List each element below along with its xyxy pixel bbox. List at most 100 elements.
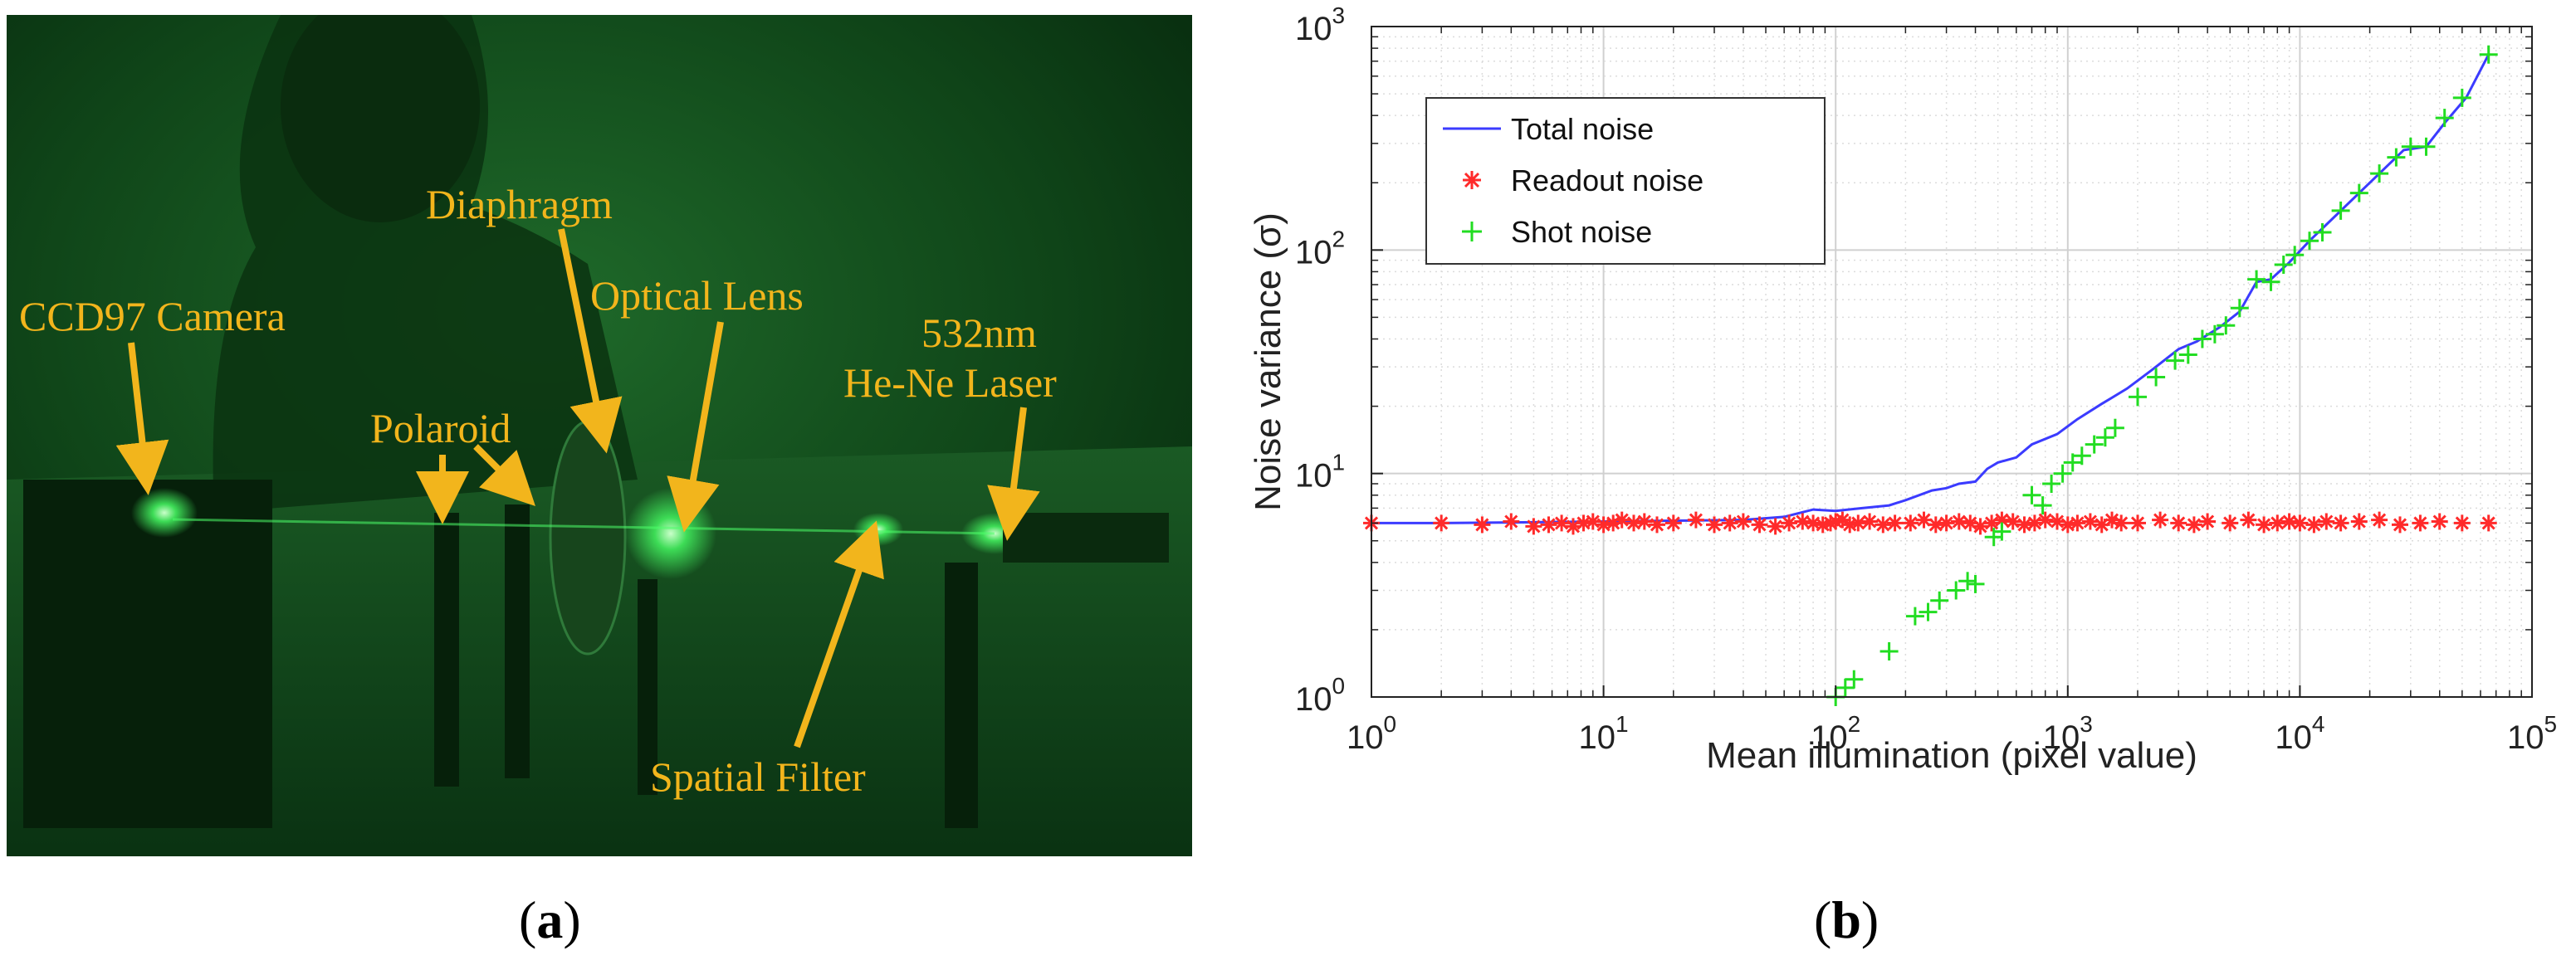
caption-a: (a) bbox=[519, 890, 581, 949]
data-point-shot-noise bbox=[2205, 324, 2224, 344]
x-tick-exponent: 4 bbox=[2312, 711, 2325, 737]
label-laser-type: He-Ne Laser bbox=[843, 359, 1057, 406]
data-point-readout-noise bbox=[2256, 516, 2273, 534]
polaroid-mount-2 bbox=[505, 504, 530, 778]
data-point-readout-noise bbox=[2240, 511, 2257, 529]
data-point-readout-noise bbox=[1781, 514, 1798, 532]
data-point-readout-noise bbox=[1625, 514, 1642, 532]
label-optical-lens: Optical Lens bbox=[590, 272, 804, 319]
data-point-shot-noise bbox=[2247, 270, 2266, 289]
data-point-readout-noise bbox=[2318, 513, 2335, 530]
arrow-polaroid-2 bbox=[473, 444, 535, 506]
data-point-shot-noise bbox=[2417, 137, 2436, 156]
data-point-shot-noise bbox=[2349, 183, 2368, 202]
data-point-readout-noise bbox=[1993, 511, 2011, 529]
series-layer bbox=[1363, 45, 2498, 706]
data-point-readout-noise bbox=[2222, 514, 2239, 532]
data-point-readout-noise bbox=[2113, 514, 2130, 532]
label-spatial-filter: Spatial Filter bbox=[650, 753, 866, 800]
data-point-readout-noise bbox=[2412, 514, 2429, 532]
optical-lens-glow bbox=[625, 488, 716, 579]
data-point-shot-noise bbox=[2166, 351, 2185, 370]
arrow-optical-lens bbox=[667, 321, 724, 533]
y-tick-exponent: 2 bbox=[1332, 226, 1345, 251]
data-point-readout-noise bbox=[2332, 514, 2349, 532]
data-point-shot-noise bbox=[2331, 201, 2350, 220]
data-point-shot-noise bbox=[1835, 678, 1855, 697]
legend-label-total-noise: Total noise bbox=[1511, 112, 1654, 146]
legend-swatch-readout-noise bbox=[1463, 171, 1481, 189]
label-diaphragm: Diaphragm bbox=[426, 181, 613, 227]
x-tick-label: 105 bbox=[2507, 711, 2557, 756]
legend-label-shot-noise: Shot noise bbox=[1511, 215, 1652, 249]
data-point-readout-noise bbox=[1875, 516, 1892, 534]
data-point-shot-noise bbox=[1919, 602, 1938, 621]
y-tick-label: 103 bbox=[1295, 2, 1345, 47]
x-tick-label: 104 bbox=[2275, 711, 2324, 756]
data-point-shot-noise bbox=[2401, 137, 2420, 156]
data-point-shot-noise bbox=[2217, 316, 2236, 335]
data-point-readout-noise bbox=[1767, 518, 1784, 535]
ccd-camera-body bbox=[23, 480, 272, 828]
arrow-spatial-filter bbox=[794, 520, 884, 748]
data-point-readout-noise bbox=[2199, 513, 2217, 530]
data-point-shot-noise bbox=[1992, 522, 2011, 541]
x-tick-exponent: 0 bbox=[1383, 711, 1396, 737]
data-point-readout-noise bbox=[2185, 516, 2202, 534]
data-point-readout-noise bbox=[2269, 514, 2286, 532]
data-point-shot-noise bbox=[2063, 453, 2082, 472]
y-tick-label: 102 bbox=[1295, 226, 1345, 270]
optical-table bbox=[7, 446, 1192, 856]
y-axis-label: Noise variance (σ) bbox=[1248, 212, 1288, 511]
legend-box bbox=[1425, 97, 1826, 265]
data-point-readout-noise bbox=[1794, 513, 1811, 530]
data-point-readout-noise bbox=[2280, 513, 2298, 530]
diaphragm-plate bbox=[549, 420, 627, 656]
data-point-readout-noise bbox=[1721, 514, 1738, 532]
data-point-shot-noise bbox=[2147, 368, 2166, 387]
data-point-shot-noise bbox=[2053, 464, 2072, 483]
data-point-shot-noise bbox=[2300, 232, 2319, 251]
data-point-readout-noise bbox=[2305, 516, 2323, 534]
y-tick-exponent: 3 bbox=[1332, 2, 1345, 28]
person-head bbox=[281, 15, 480, 222]
legend-swatch-shot-noise bbox=[1462, 222, 1482, 241]
series-line-total-noise bbox=[1371, 54, 2490, 524]
data-point-shot-noise bbox=[1947, 581, 1966, 600]
x-axis-label: Mean illumination (pixel value) bbox=[1706, 735, 2197, 776]
legend: Total noise Readout noise Shot noise bbox=[1425, 97, 1826, 265]
label-polaroid: Polaroid bbox=[370, 405, 511, 451]
x-tick-exponent: 5 bbox=[2544, 711, 2557, 737]
data-point-readout-noise bbox=[1950, 513, 1967, 530]
data-point-shot-noise bbox=[2033, 496, 2052, 515]
plot-frame bbox=[1371, 26, 2533, 698]
data-point-readout-noise bbox=[2371, 511, 2388, 529]
data-point-shot-noise bbox=[2105, 418, 2124, 437]
data-point-shot-noise bbox=[2178, 345, 2197, 364]
data-point-readout-noise bbox=[1734, 513, 1752, 530]
data-point-readout-noise bbox=[1706, 516, 1723, 534]
y-tick-label: 100 bbox=[1295, 673, 1345, 718]
y-tick-label: 101 bbox=[1295, 450, 1345, 495]
data-point-readout-noise bbox=[2350, 513, 2368, 530]
data-point-readout-noise bbox=[1861, 513, 1879, 530]
data-point-shot-noise bbox=[2230, 299, 2249, 318]
data-point-readout-noise bbox=[1886, 514, 1904, 532]
data-point-readout-noise bbox=[1850, 514, 1867, 532]
lens-post bbox=[638, 579, 657, 795]
data-point-shot-noise bbox=[2274, 256, 2293, 274]
data-point-shot-noise bbox=[2042, 475, 2061, 493]
data-point-shot-noise bbox=[2085, 435, 2104, 454]
data-point-readout-noise bbox=[2036, 511, 2054, 529]
y-tick-exponent: 1 bbox=[1332, 450, 1345, 475]
data-point-readout-noise bbox=[1540, 516, 1557, 534]
data-point-shot-noise bbox=[2479, 45, 2498, 64]
data-point-shot-noise bbox=[2095, 428, 2114, 447]
data-point-shot-noise bbox=[2129, 387, 2147, 407]
data-point-readout-noise bbox=[1503, 513, 1520, 530]
data-point-readout-noise bbox=[2152, 511, 2169, 529]
data-point-readout-noise bbox=[1433, 514, 1450, 532]
data-point-readout-noise bbox=[1751, 516, 1768, 534]
polaroid-mount-1 bbox=[434, 513, 459, 787]
